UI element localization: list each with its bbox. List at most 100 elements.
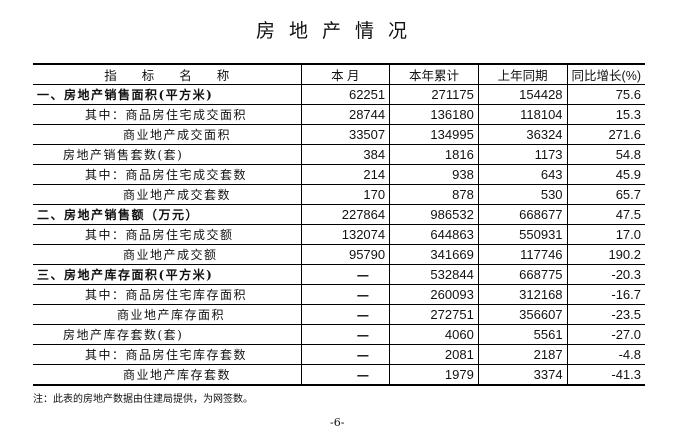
table-row: 商业地产库存面积 —272751 356607 -23.5 bbox=[33, 304, 645, 325]
indicator-name-cell: 房地产销售套数(套) bbox=[33, 144, 302, 165]
growth-cell: -4.8 bbox=[566, 344, 645, 365]
table-row: 其中：商品房住宅库存面积 —260093 312168 -16.7 bbox=[33, 284, 645, 305]
ytd-cell: 986532 bbox=[389, 204, 479, 225]
table-row: 其中：商品房住宅成交面积 28744 136180 118104 15.3 bbox=[33, 104, 645, 125]
growth-cell: 271.6 bbox=[566, 124, 645, 145]
indicator-name-cell: 商业地产成交套数 bbox=[33, 184, 302, 205]
table-row: 商业地产成交面积 33507 134995 36324 271.6 bbox=[33, 124, 645, 145]
this-month-cell: — bbox=[300, 344, 391, 365]
growth-cell: 75.6 bbox=[566, 84, 645, 105]
growth-cell: 65.7 bbox=[566, 184, 645, 205]
page-number: -6- bbox=[330, 416, 345, 429]
indicator-name-cell: 商业地产库存套数 bbox=[33, 364, 302, 386]
page-title: 房地产情况 bbox=[255, 20, 421, 42]
ytd-cell: 271175 bbox=[389, 84, 479, 105]
this-month-cell: — bbox=[300, 264, 391, 285]
ytd-cell: 878 bbox=[389, 184, 479, 205]
growth-cell: -27.0 bbox=[566, 324, 645, 345]
indicator-name-cell: 商业地产库存面积 bbox=[33, 304, 302, 325]
last-year-cell: 530 bbox=[477, 184, 568, 205]
header-last-year: 上年同期 bbox=[477, 63, 568, 85]
growth-cell: -41.3 bbox=[566, 364, 645, 386]
table-row: 商业地产成交额 95790 341669 117746 190.2 bbox=[33, 244, 645, 265]
ytd-cell: 4060 bbox=[389, 324, 479, 345]
growth-cell: 17.0 bbox=[566, 224, 645, 245]
growth-cell: -16.7 bbox=[566, 284, 645, 305]
this-month-cell: 28744 bbox=[300, 104, 391, 125]
ytd-cell: 532844 bbox=[389, 264, 479, 285]
growth-cell: -20.3 bbox=[566, 264, 645, 285]
last-year-cell: 2187 bbox=[477, 344, 568, 365]
this-month-cell: 227864 bbox=[300, 204, 391, 225]
last-year-cell: 643 bbox=[477, 164, 568, 185]
growth-cell: 15.3 bbox=[566, 104, 645, 125]
table-row: 一、房地产销售面积(平方米) 62251 271175 154428 75.6 bbox=[33, 84, 645, 105]
indicator-name-cell: 二、房地产销售额（万元） bbox=[33, 204, 302, 225]
last-year-cell: 668775 bbox=[477, 264, 568, 285]
header-ytd: 本年累计 bbox=[389, 63, 479, 85]
table-row: 房地产销售套数(套) 384 1816 1173 54.8 bbox=[33, 144, 645, 165]
this-month-cell: 33507 bbox=[300, 124, 391, 145]
ytd-cell: 2081 bbox=[389, 344, 479, 365]
this-month-cell: 95790 bbox=[300, 244, 391, 265]
growth-cell: 47.5 bbox=[566, 204, 645, 225]
indicator-name-cell: 一、房地产销售面积(平方米) bbox=[33, 84, 302, 105]
table-row: 其中：商品房住宅成交额 132074 644863 550931 17.0 bbox=[33, 224, 645, 245]
growth-cell: -23.5 bbox=[566, 304, 645, 325]
this-month-cell: 132074 bbox=[300, 224, 391, 245]
ytd-cell: 644863 bbox=[389, 224, 479, 245]
table-row: 商业地产库存套数 —1979 3374 -41.3 bbox=[33, 364, 645, 386]
ytd-cell: 136180 bbox=[389, 104, 479, 125]
header-this-month: 本 月 bbox=[300, 63, 391, 85]
last-year-cell: 5561 bbox=[477, 324, 568, 345]
ytd-cell: 260093 bbox=[389, 284, 479, 305]
indicator-name-cell: 三、房地产库存面积(平方米) bbox=[33, 264, 302, 285]
indicator-name-cell: 其中：商品房住宅成交面积 bbox=[33, 104, 302, 125]
last-year-cell: 3374 bbox=[477, 364, 568, 386]
indicator-name-cell: 其中：商品房住宅库存套数 bbox=[33, 344, 302, 365]
growth-cell: 54.8 bbox=[566, 144, 645, 165]
real-estate-table: 指 标 名 称 本 月 本年累计 上年同期 同比增长(%) 一、房地产销售面积(… bbox=[33, 63, 645, 386]
table-row: 三、房地产库存面积(平方米) —532844 668775 -20.3 bbox=[33, 264, 645, 285]
ytd-cell: 272751 bbox=[389, 304, 479, 325]
this-month-cell: — bbox=[300, 284, 391, 305]
ytd-cell: 341669 bbox=[389, 244, 479, 265]
last-year-cell: 312168 bbox=[477, 284, 568, 305]
table-row: 其中：商品房住宅成交套数 214 938 643 45.9 bbox=[33, 164, 645, 185]
last-year-cell: 154428 bbox=[477, 84, 568, 105]
ytd-cell: 1979 bbox=[389, 364, 479, 386]
last-year-cell: 1173 bbox=[477, 144, 568, 165]
table-row: 其中：商品房住宅库存套数 —2081 2187 -4.8 bbox=[33, 344, 645, 365]
last-year-cell: 550931 bbox=[477, 224, 568, 245]
growth-cell: 45.9 bbox=[566, 164, 645, 185]
last-year-cell: 36324 bbox=[477, 124, 568, 145]
indicator-name-cell: 其中：商品房住宅成交额 bbox=[33, 224, 302, 245]
table-header-row: 指 标 名 称 本 月 本年累计 上年同期 同比增长(%) bbox=[33, 63, 645, 85]
last-year-cell: 356607 bbox=[477, 304, 568, 325]
indicator-name-cell: 商业地产成交额 bbox=[33, 244, 302, 265]
table-row: 二、房地产销售额（万元） 227864 986532 668677 47.5 bbox=[33, 204, 645, 225]
table-row: 房地产库存套数(套) —4060 5561 -27.0 bbox=[33, 324, 645, 345]
last-year-cell: 118104 bbox=[477, 104, 568, 125]
last-year-cell: 117746 bbox=[477, 244, 568, 265]
growth-cell: 190.2 bbox=[566, 244, 645, 265]
indicator-name-cell: 房地产库存套数(套) bbox=[33, 324, 302, 345]
ytd-cell: 1816 bbox=[389, 144, 479, 165]
footnote: 注：此表的房地产数据由住建局提供，为网签数。 bbox=[33, 394, 253, 405]
table-row: 商业地产成交套数 170 878 530 65.7 bbox=[33, 184, 645, 205]
header-indicator-name: 指 标 名 称 bbox=[33, 63, 302, 85]
this-month-cell: — bbox=[300, 324, 391, 345]
this-month-cell: — bbox=[300, 364, 391, 386]
ytd-cell: 134995 bbox=[389, 124, 479, 145]
this-month-cell: — bbox=[300, 304, 391, 325]
this-month-cell: 384 bbox=[300, 144, 391, 165]
indicator-name-cell: 其中：商品房住宅库存面积 bbox=[33, 284, 302, 305]
indicator-name-cell: 其中：商品房住宅成交套数 bbox=[33, 164, 302, 185]
indicator-name-cell: 商业地产成交面积 bbox=[33, 124, 302, 145]
this-month-cell: 170 bbox=[300, 184, 391, 205]
ytd-cell: 938 bbox=[389, 164, 479, 185]
last-year-cell: 668677 bbox=[477, 204, 568, 225]
this-month-cell: 214 bbox=[300, 164, 391, 185]
header-growth: 同比增长(%) bbox=[566, 63, 645, 85]
this-month-cell: 62251 bbox=[300, 84, 391, 105]
